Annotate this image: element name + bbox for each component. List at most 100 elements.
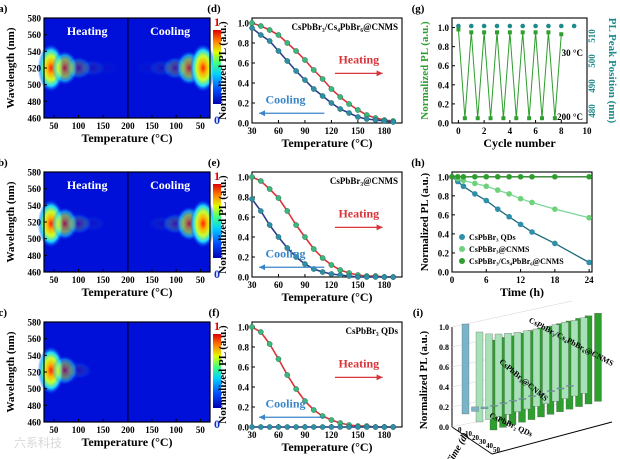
x-tick-label: 150 bbox=[145, 275, 159, 285]
data-point bbox=[517, 195, 524, 202]
series-line-heating bbox=[251, 22, 394, 122]
data-point bbox=[506, 213, 512, 220]
y-tick-label: 0.2 bbox=[438, 99, 450, 109]
x-tick-label: 50 bbox=[196, 275, 206, 285]
data-point bbox=[310, 424, 317, 430]
heatmap-intensity-cell bbox=[79, 59, 106, 77]
data-point bbox=[529, 173, 535, 180]
x-tick-label: 10 bbox=[583, 126, 593, 136]
data-point bbox=[363, 274, 370, 280]
data-point bbox=[284, 372, 291, 378]
y-axis-title: Normalized PL (a.u.) bbox=[217, 325, 229, 424]
x-tick-label: 100 bbox=[72, 425, 86, 435]
heating-annotation: Heating bbox=[338, 206, 379, 220]
x-tick-label: 150 bbox=[145, 425, 159, 435]
y-axis-title: Wavelength (nm) bbox=[5, 181, 17, 262]
bar bbox=[570, 320, 579, 397]
y-tick-label: 0.6 bbox=[438, 61, 450, 71]
data-point bbox=[472, 191, 478, 197]
data-point bbox=[302, 77, 308, 83]
panel-label: (h) bbox=[411, 157, 425, 169]
annotation-30c: 30 °C bbox=[562, 48, 583, 58]
x-axis-title: Temperature (°C) bbox=[281, 136, 372, 150]
bar bbox=[475, 331, 484, 423]
x-tick-label: 50 bbox=[49, 425, 59, 435]
x-tick-label: 180 bbox=[378, 430, 392, 440]
x-tick-label: 180 bbox=[378, 126, 392, 136]
data-point bbox=[293, 222, 299, 228]
cycle-point bbox=[482, 30, 487, 35]
cycle-point bbox=[533, 30, 538, 35]
data-point bbox=[293, 68, 299, 74]
data-point bbox=[372, 117, 379, 123]
x-axis-title: Time (h) bbox=[500, 285, 544, 299]
x-tick-label: 24 bbox=[585, 275, 595, 285]
x-tick-label: 30 bbox=[248, 126, 258, 136]
x-tick-label: 18 bbox=[550, 275, 560, 285]
x-axis-title: Temperature (°C) bbox=[81, 131, 172, 145]
y-tick-label: 580 bbox=[28, 14, 42, 24]
y-tick-label: 0.0 bbox=[438, 119, 450, 129]
y-tick-label: 0.0 bbox=[238, 423, 250, 433]
data-point bbox=[355, 114, 361, 120]
legend-label: CsPbBr₃ QDs bbox=[469, 233, 516, 242]
x-tick-label: 60 bbox=[274, 126, 284, 136]
x-tick-label: 100 bbox=[72, 275, 86, 285]
y-tick-label: 0.0 bbox=[238, 119, 250, 129]
heatmap-intensity-cell bbox=[65, 361, 92, 380]
bar bbox=[551, 324, 560, 402]
cycle-point bbox=[507, 30, 512, 35]
data-point bbox=[275, 356, 282, 362]
data-point bbox=[328, 424, 335, 430]
panel-label: (d) bbox=[207, 3, 221, 15]
plot-title: CsPbBr₃/Cs₄PbBr₆@CNMS bbox=[292, 22, 398, 32]
colorbar-max-label: 1 bbox=[214, 319, 220, 333]
x-tick-label: 50 bbox=[49, 121, 59, 131]
y-tick-label: 540 bbox=[28, 47, 42, 57]
data-point bbox=[249, 196, 255, 202]
bar bbox=[547, 390, 555, 392]
colorbar-min-label: 0 bbox=[214, 417, 220, 431]
cooling-label: Cooling bbox=[150, 24, 190, 38]
data-point bbox=[293, 386, 299, 392]
data-point bbox=[258, 329, 264, 335]
cycle-point bbox=[527, 116, 532, 121]
plot-title: CsPbBr₃ QDs bbox=[346, 326, 399, 336]
data-point bbox=[586, 259, 592, 266]
x-tick-label: 150 bbox=[351, 280, 365, 290]
data-point bbox=[517, 221, 524, 228]
y-tick-label: 580 bbox=[28, 168, 42, 178]
x-tick-label: 120 bbox=[325, 430, 339, 440]
data-point bbox=[363, 116, 370, 122]
x-tick-label: 200 bbox=[121, 425, 135, 435]
data-point bbox=[586, 214, 592, 221]
x-tick-label: 6 bbox=[533, 126, 538, 136]
data-point bbox=[302, 398, 308, 404]
x-tick-label: 0 bbox=[450, 275, 455, 285]
cycle-point bbox=[514, 116, 519, 121]
data-point bbox=[381, 118, 388, 124]
data-point bbox=[275, 195, 282, 201]
data-point bbox=[460, 183, 467, 190]
x-tick-label: 10 bbox=[465, 430, 473, 438]
colorbar-max-label: 1 bbox=[214, 169, 220, 183]
x-tick-label: 150 bbox=[351, 126, 365, 136]
data-point bbox=[319, 424, 326, 430]
data-point bbox=[266, 341, 273, 347]
x-axis-title: Temperature (°C) bbox=[281, 290, 372, 304]
series-line-cooling bbox=[251, 27, 394, 123]
bar bbox=[518, 398, 527, 400]
data-point bbox=[249, 20, 255, 26]
bar bbox=[532, 328, 541, 407]
data-point bbox=[372, 424, 379, 430]
data-point bbox=[552, 206, 558, 212]
data-point bbox=[328, 100, 335, 106]
data-point bbox=[390, 119, 396, 125]
y-axis-title: Normalized PL (a.u.) bbox=[217, 21, 229, 120]
x-tick-label: 50 bbox=[49, 275, 59, 285]
cooling-annotation: Cooling bbox=[266, 92, 306, 106]
cycle-point bbox=[559, 32, 564, 37]
legend-marker bbox=[459, 234, 465, 240]
data-point bbox=[552, 173, 558, 180]
grid-line bbox=[451, 300, 573, 328]
